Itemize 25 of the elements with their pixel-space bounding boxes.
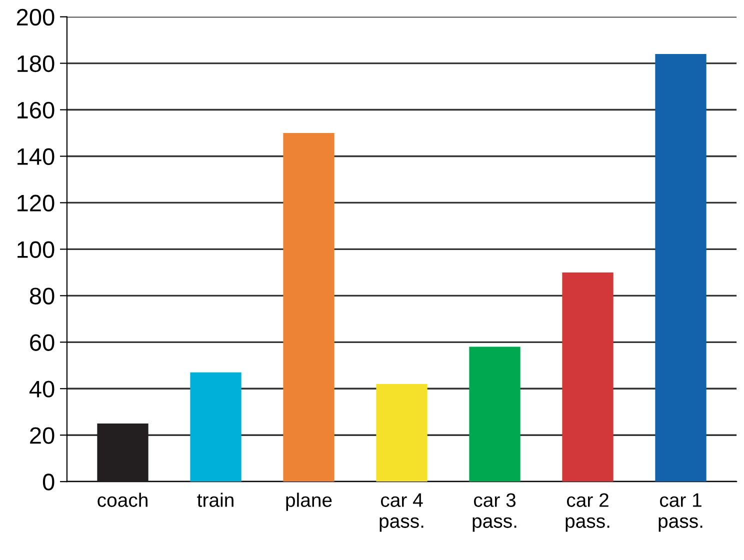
bar bbox=[655, 54, 706, 482]
y-tick-label: 0 bbox=[42, 474, 54, 490]
bar bbox=[562, 272, 614, 482]
x-tick-label: plane bbox=[286, 492, 332, 511]
x-tick-label: car 2 pass. bbox=[566, 493, 610, 532]
bar bbox=[283, 133, 334, 482]
y-tick-label: 140 bbox=[18, 148, 54, 166]
y-tick-label: 20 bbox=[30, 427, 54, 444]
bar bbox=[190, 372, 242, 482]
y-tick-label: 100 bbox=[18, 241, 54, 258]
y-tick-label: 180 bbox=[18, 55, 54, 72]
x-tick-label: coach bbox=[98, 492, 148, 507]
x-tick-label: car 1 pass. bbox=[658, 493, 702, 532]
x-tick-label: train bbox=[197, 492, 234, 507]
bar bbox=[469, 346, 520, 482]
y-tick-label: 60 bbox=[30, 334, 54, 351]
y-tick-label: 200 bbox=[16, 8, 54, 26]
bar bbox=[376, 384, 428, 482]
y-tick-label: 40 bbox=[29, 380, 54, 398]
y-tick-label: 80 bbox=[30, 288, 54, 304]
y-tick-label: 120 bbox=[18, 194, 54, 212]
y-tick-label: 160 bbox=[18, 102, 54, 119]
x-tick-label: car 4 pass. bbox=[380, 493, 424, 532]
x-tick-label: car 3 pass. bbox=[472, 493, 516, 532]
bar bbox=[97, 424, 148, 482]
